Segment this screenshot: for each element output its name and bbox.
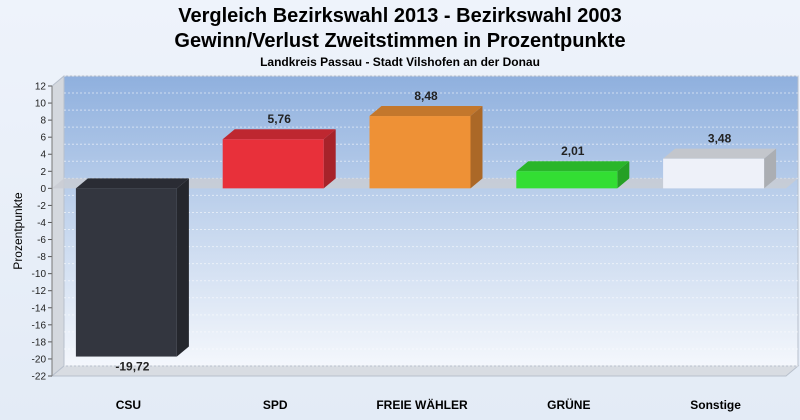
x-tick-label: Sonstige [690, 398, 741, 412]
bar-csu [75, 178, 189, 357]
x-tick-label: SPD [263, 398, 288, 412]
bar-top [663, 148, 777, 159]
x-tick-label: FREIE WÄHLER [376, 397, 468, 412]
bar-side [764, 148, 777, 189]
bar-sonstige [663, 148, 777, 189]
bar-spd [222, 129, 336, 189]
bar-side [323, 129, 336, 189]
bar-side [470, 106, 483, 189]
chart-caption: Landkreis Passau - Stadt Vilshofen an de… [260, 55, 540, 69]
bar-front [369, 116, 471, 189]
x-tick-label: CSU [116, 398, 141, 412]
bar-front [222, 139, 324, 189]
y-tick-label: -6 [37, 235, 46, 246]
y-tick-label: 12 [35, 82, 47, 93]
bar-top [222, 129, 336, 140]
y-tick-label: -10 [32, 269, 47, 280]
data-label: 3,48 [708, 132, 732, 146]
y-tick-label: 4 [40, 150, 46, 161]
data-label: -19,72 [115, 360, 149, 374]
bar-top [516, 161, 630, 172]
chart-subtitle: Gewinn/Verlust Zweitstimmen in Prozentpu… [174, 30, 626, 52]
bar-grüne [516, 161, 630, 189]
bar-top [369, 106, 483, 117]
y-tick-label: 10 [35, 99, 47, 110]
bar-freie-wähler [369, 106, 483, 189]
data-label: 2,01 [561, 144, 585, 158]
bar-top [75, 178, 189, 189]
y-tick-label: -20 [32, 354, 47, 365]
data-label: 5,76 [268, 112, 292, 126]
bar-front [75, 188, 177, 357]
bar-side [176, 178, 189, 357]
plot-side-wall [51, 74, 65, 378]
y-tick-label: -16 [32, 320, 47, 331]
x-tick-label: GRÜNE [547, 397, 590, 412]
y-tick-label: -12 [32, 286, 47, 297]
y-tick-label: -2 [37, 201, 46, 212]
y-tick-label: 6 [40, 133, 46, 144]
y-tick-label: 2 [40, 167, 46, 178]
y-tick-label: 0 [40, 184, 46, 195]
bar-front [663, 158, 765, 189]
y-tick-label: -4 [37, 218, 46, 229]
y-tick-label: -18 [32, 337, 47, 348]
data-label: 8,48 [414, 89, 438, 103]
y-tick-label: -8 [37, 252, 46, 263]
y-tick-label: 8 [40, 116, 46, 127]
y-tick-label: -22 [32, 372, 47, 383]
bar-side [617, 161, 630, 189]
y-axis-title: Prozentpunkte [11, 192, 25, 270]
plot-floor [50, 365, 800, 377]
bar-front [516, 171, 618, 189]
y-tick-label: -14 [32, 303, 47, 314]
chart-title: Vergleich Bezirkswahl 2013 - Bezirkswahl… [178, 5, 622, 27]
